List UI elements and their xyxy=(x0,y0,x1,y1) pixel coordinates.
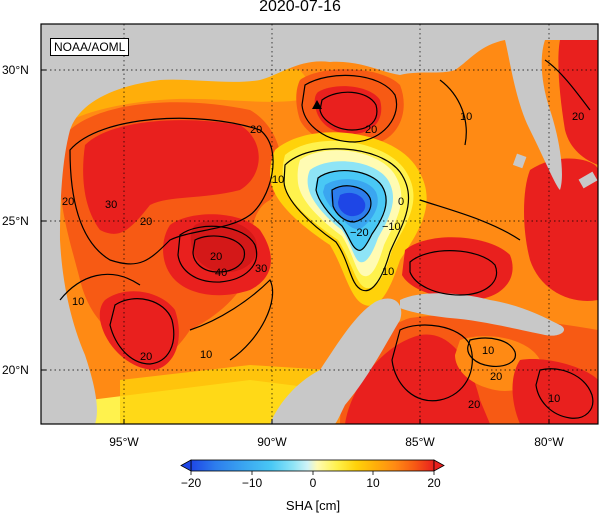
contour-label: 10 xyxy=(460,111,472,123)
lat-label: 20°N xyxy=(2,363,29,377)
colorbar-max-arrow xyxy=(433,459,445,472)
map-field: 20 20 20 20 30 40 30 10 10 20 10 0 −10 −… xyxy=(41,24,598,424)
contour-label: 20 xyxy=(365,124,377,136)
colorbar-tick: 10 xyxy=(366,476,380,490)
land-yucatan xyxy=(270,298,402,424)
contour-labels: 20 20 20 20 30 40 30 10 10 20 10 0 −10 −… xyxy=(62,111,584,411)
lon-label: 80°W xyxy=(534,435,564,449)
lon-label: 85°W xyxy=(405,435,435,449)
map-title: 2020-07-16 xyxy=(259,0,341,15)
cold-core xyxy=(338,192,366,217)
station-marker-icon xyxy=(312,100,322,109)
land-florida xyxy=(505,40,562,190)
lat-label: 30°N xyxy=(2,63,29,77)
colorbar-tick: −10 xyxy=(242,476,263,490)
colorbar: −20 −10 0 10 20 SHA [cm] xyxy=(180,459,445,513)
contour-label: 30 xyxy=(255,263,267,275)
lat-label: 25°N xyxy=(2,214,29,228)
contour-label: 10 xyxy=(482,345,494,357)
contour-label: 10 xyxy=(272,174,284,186)
lon-label: 90°W xyxy=(257,435,287,449)
contour-label: −10 xyxy=(382,221,401,233)
lon-label: 95°W xyxy=(109,435,139,449)
contour-label: 10 xyxy=(548,393,560,405)
contour-label: 40 xyxy=(215,267,227,279)
map-frame xyxy=(40,23,599,425)
contour-label: 20 xyxy=(572,111,584,123)
contour-label: 20 xyxy=(62,196,74,208)
land-north-west xyxy=(41,24,598,424)
colorbar-tick: −20 xyxy=(181,476,202,490)
contour-lines xyxy=(59,59,594,419)
colorbar-min-arrow xyxy=(180,459,192,472)
contour-label: 20 xyxy=(140,216,152,228)
colorbar-tick: 0 xyxy=(310,476,317,490)
contour-label: −20 xyxy=(350,227,369,239)
graticule xyxy=(41,24,598,424)
contour-label: 20 xyxy=(210,251,222,263)
contour-label: 20 xyxy=(250,124,262,136)
contour-label: 10 xyxy=(200,349,212,361)
contour-label: 20 xyxy=(468,399,480,411)
colorbar-tick: 20 xyxy=(427,476,441,490)
contour-label: 10 xyxy=(72,296,84,308)
colorbar-label: SHA [cm] xyxy=(286,498,340,513)
land-cuba xyxy=(400,293,565,336)
contour-label: 20 xyxy=(490,371,502,383)
contour-label: 0 xyxy=(398,196,404,208)
warm-eddy-north xyxy=(314,86,382,135)
credit-label: NOAA/AOML xyxy=(50,38,130,56)
contour-label: 20 xyxy=(140,351,152,363)
contour-label: 10 xyxy=(382,266,394,278)
contour-label: 30 xyxy=(105,199,117,211)
